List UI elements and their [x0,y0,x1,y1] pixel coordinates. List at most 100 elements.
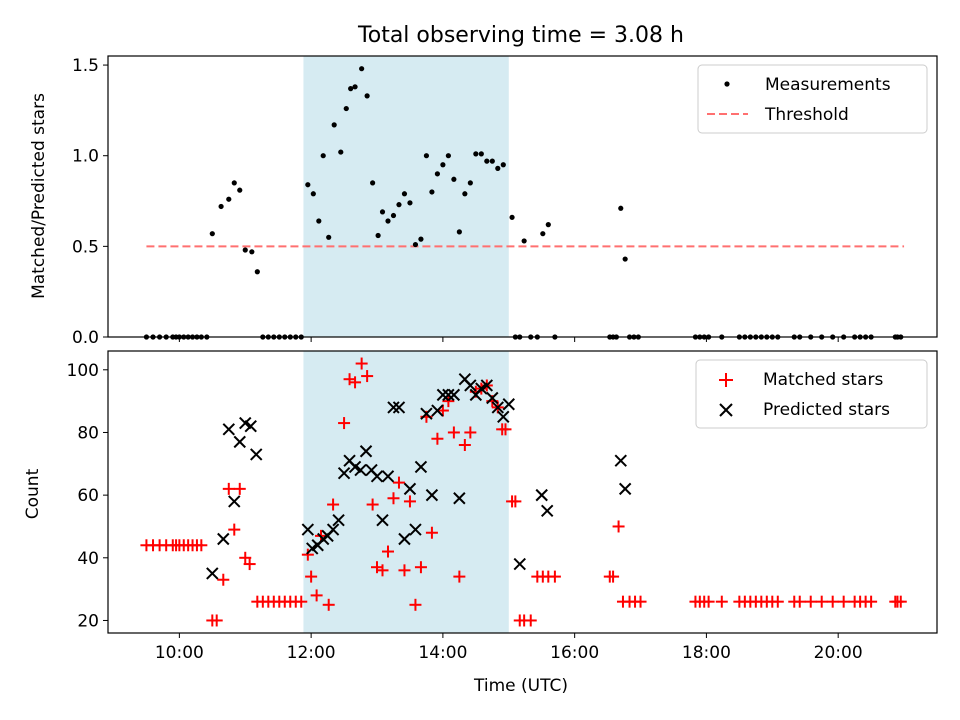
measurement-point [451,176,457,182]
predicted-star-stroke [359,445,373,458]
predicted-star-stroke [618,482,632,496]
matched-star-point [431,432,444,445]
x-tick-label: 14:00 [418,643,467,663]
measurement-point [495,165,501,171]
matched-star-point [509,495,522,508]
matched-star-point [210,614,223,627]
top-y-tick-label: 0.5 [72,237,99,257]
figure-title: Total observing time = 3.08 h [357,23,684,48]
top-y-tick-label: 1.5 [72,56,99,76]
matched-star-point [436,404,449,417]
measurement-point [209,231,215,237]
predicted-star-point [392,401,406,414]
bottom-x-ticks: 10:00 12:00 14:00 16:00 18:00 20:00 [155,633,863,663]
predicted-star-point [332,513,345,527]
predicted-star-stroke [392,401,406,414]
predicted-star-point [381,470,395,483]
matched-star-point [458,439,471,451]
predicted-star-stroke [447,388,461,402]
matched-star-point [243,558,256,571]
matched-star-point [376,564,389,577]
matched-star-point [793,595,806,608]
predicted-star-point [480,379,494,392]
matched-star-point [392,476,405,489]
top-shade [303,56,509,337]
predicted-star-point [398,532,411,546]
predicted-star-stroke [513,557,526,571]
x-tick-label: 16:00 [550,643,599,663]
predicted-star-stroke [458,372,472,386]
predicted-star-point [301,523,315,536]
measurement-point [467,180,473,186]
predicted-star-point [409,523,422,536]
measurement-point [412,241,419,248]
measurement-point [500,162,506,168]
matched-star-point [305,570,318,583]
matched-star-point [366,498,379,511]
top-axes-frame [107,55,938,338]
matched-star-point [222,482,235,495]
predicted-star-point [244,419,257,433]
predicted-star-point [376,513,389,527]
predicted-star-stroke [250,448,263,461]
matched-star-point [239,551,252,564]
measurement-point [316,218,322,224]
measurement-point [326,234,332,240]
predicted-star-stroke [387,401,400,414]
predicted-star-stroke [354,463,367,477]
matched-star-point [381,545,394,558]
measurement-point [370,180,376,186]
predicted-star-stroke [381,470,395,483]
matched-star-point [414,561,427,574]
predicted-star-stroke [244,419,257,433]
measurement-point [343,105,349,112]
measurement-point [473,151,479,157]
matched-star-point [548,570,561,583]
measurement-point [242,247,248,253]
measurement-point [618,205,624,211]
predicted-star-stroke [348,460,362,474]
matched-star-point [322,598,335,611]
measurement-point [348,86,354,92]
x-tick-label: 10:00 [155,643,204,663]
measurement-point [385,218,391,224]
measurement-point [456,229,462,235]
matched-star-point [815,595,828,608]
predicted-star-point [370,470,384,483]
x-tick-label: 12:00 [287,643,336,663]
matched-star-point [425,526,438,539]
predicted-star-point [436,388,450,402]
predicted-star-stroke [403,482,417,496]
predicted-star-stroke [502,398,515,411]
measurement-point [359,66,365,72]
measurement-point [379,209,386,215]
top-x-ticks [178,337,839,342]
predicted-star-stroke [228,495,241,508]
predicted-star-point [614,454,627,467]
measurement-point [521,238,527,244]
bottom-marks [140,357,907,627]
predicted-star-stroke [370,470,384,483]
predicted-star-point [359,445,373,458]
measurement-point [423,153,430,159]
matched-star-point [447,426,460,439]
predicted-star-point [403,482,417,496]
legend-predicted-marker [719,403,733,417]
predicted-star-stroke [337,466,351,480]
predicted-star-stroke [365,463,378,477]
measurement-point [484,158,490,164]
predicted-star-point [217,532,230,546]
matched-star-point [837,595,850,608]
matched-star-point [715,595,728,608]
predicted-star-point [491,401,505,414]
matched-star-point [453,570,466,583]
predicted-star-point [442,388,455,402]
predicted-star-stroke [453,492,466,505]
predicted-star-point [414,460,428,474]
legend-predicted-label: Predicted stars [763,400,890,420]
matched-star-point [195,539,208,552]
matched-star-point [355,357,368,370]
predicted-star-stroke [343,454,356,467]
predicted-star-point [228,495,241,508]
matched-star-point [607,570,620,583]
